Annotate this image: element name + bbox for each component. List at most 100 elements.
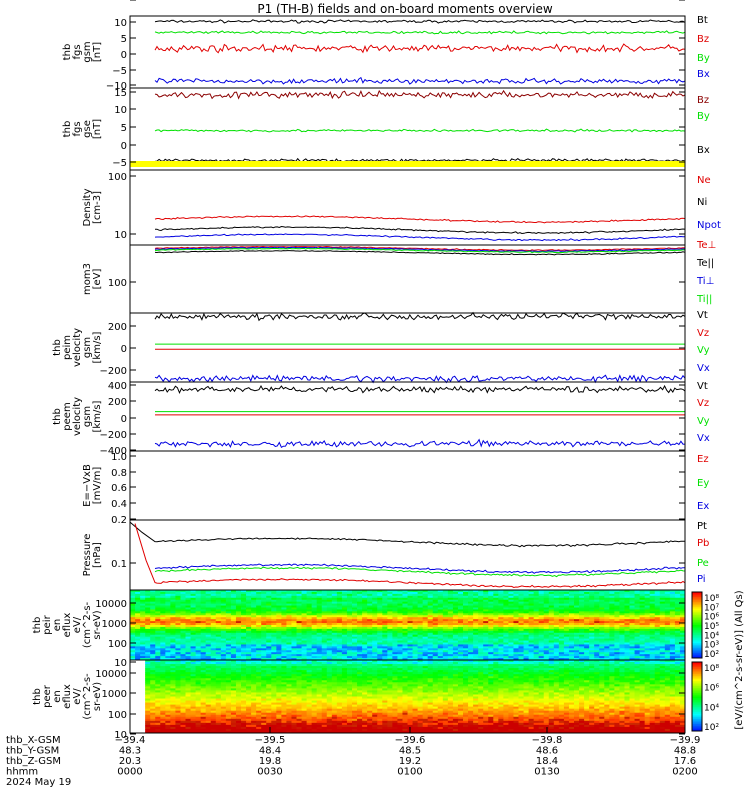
- spectrogram-cell: [563, 640, 570, 643]
- spectrogram-cell: [276, 634, 282, 638]
- spectrogram-cell: [574, 636, 580, 640]
- spectrogram-cell: [619, 672, 625, 675]
- spectrogram-cell: [639, 617, 646, 620]
- spectrogram-cell: [452, 623, 459, 626]
- spectrogram-cell: [483, 634, 489, 638]
- spectrogram-cell: [306, 615, 313, 618]
- spectrogram-cell: [457, 621, 464, 624]
- spectrogram-cell: [518, 595, 525, 599]
- spectrogram-cell: [417, 595, 424, 599]
- spectrogram-cell: [326, 605, 333, 608]
- spectrogram-cell: [659, 660, 666, 663]
- spectrogram-cell: [382, 636, 388, 640]
- spectrogram-cell: [589, 623, 595, 626]
- spectrogram-cell: [170, 607, 176, 610]
- spectrogram-cell: [447, 664, 454, 667]
- spectrogram-cell: [422, 603, 429, 607]
- spectrogram-cell: [256, 615, 262, 618]
- spectrogram-cell: [548, 603, 555, 607]
- spectrogram-cell: [165, 634, 171, 638]
- spectrogram-cell: [352, 674, 358, 677]
- spectrogram-cell: [140, 652, 146, 655]
- spectrogram-cell: [377, 662, 383, 665]
- spectrogram-cell: [599, 611, 605, 614]
- spectrogram-cell: [362, 658, 368, 661]
- spectrogram-cell: [316, 664, 323, 667]
- spectrogram-cell: [372, 664, 378, 667]
- spectrogram-cell: [205, 640, 212, 643]
- spectrogram-cell: [301, 591, 308, 595]
- spectrogram-cell: [215, 664, 222, 667]
- spectrogram-cell: [175, 603, 181, 607]
- spectrogram-cell: [235, 611, 242, 614]
- spectrogram-cell: [478, 664, 484, 667]
- spectrogram-cell: [311, 613, 318, 616]
- spectrogram-cell: [452, 630, 459, 634]
- spectrogram-cell: [205, 630, 212, 634]
- spectrogram-cell: [220, 656, 227, 659]
- spectrogram-cell: [669, 590, 676, 593]
- spectrogram-cell: [432, 666, 439, 669]
- spectrogram-cell: [251, 646, 257, 649]
- spectrogram-cell: [225, 623, 232, 626]
- spectrogram-cell: [669, 646, 676, 649]
- spectrogram-cell: [528, 597, 535, 601]
- spectrogram-cell: [130, 590, 136, 593]
- spectrogram-cell: [457, 672, 464, 675]
- spectrogram-cell: [130, 654, 136, 657]
- spectrogram-cell: [452, 664, 459, 667]
- spectrogram-cell: [432, 640, 439, 643]
- spectrogram-cell: [508, 599, 514, 603]
- spectrogram-cell: [261, 644, 267, 647]
- y-axis-label: gse: [82, 120, 93, 138]
- spectrogram-cell: [241, 623, 247, 626]
- spectrogram-cell: [599, 660, 605, 663]
- spectrogram-cell: [463, 611, 469, 614]
- spectrogram-cell: [266, 650, 272, 653]
- spectrogram-cell: [599, 664, 605, 667]
- spectrogram-cell: [150, 626, 156, 630]
- spectrogram-cell: [437, 650, 444, 653]
- spectrogram-cell: [352, 666, 358, 669]
- spectrogram-cell: [301, 607, 308, 610]
- spectrogram-cell: [346, 615, 353, 618]
- spectrogram-cell: [286, 648, 292, 651]
- spectrogram-cell: [301, 650, 308, 653]
- spectrogram-cell: [609, 593, 615, 597]
- spectrogram-cell: [442, 623, 449, 626]
- spectrogram-cell: [175, 666, 181, 669]
- spectrogram-cell: [442, 668, 449, 671]
- spectrogram-cell: [619, 595, 625, 599]
- spectrogram-cell: [599, 605, 605, 608]
- spectrogram-cell: [427, 597, 434, 601]
- spectrogram-cell: [331, 607, 338, 610]
- spectrogram-cell: [548, 636, 555, 640]
- spectrogram-cell: [493, 674, 499, 677]
- spectrogram-cell: [346, 625, 353, 628]
- spectrogram-cell: [427, 626, 434, 630]
- spectrogram-cell: [165, 632, 171, 636]
- spectrogram-cell: [397, 634, 403, 638]
- spectrogram-cell: [251, 591, 257, 595]
- spectrogram-cell: [170, 636, 176, 640]
- spectrogram-cell: [200, 597, 207, 601]
- spectrogram-cell: [155, 603, 161, 607]
- spectrogram-cell: [589, 652, 595, 655]
- spectrogram-cell: [457, 615, 464, 618]
- spectrogram-cell: [276, 601, 282, 605]
- spectrogram-cell: [528, 658, 535, 661]
- spectrogram-cell: [498, 654, 504, 657]
- spectrogram-cell: [185, 590, 192, 593]
- spectrogram-cell: [579, 658, 585, 661]
- spectrogram-cell: [579, 593, 585, 597]
- spectrogram-cell: [341, 642, 348, 645]
- spectrogram-cell: [599, 646, 605, 649]
- spectrogram-cell: [584, 634, 590, 638]
- spectrogram-cell: [679, 593, 686, 597]
- spectrogram-cell: [634, 617, 641, 620]
- spectrogram-cell: [241, 636, 247, 640]
- spectrogram-cell: [331, 623, 338, 626]
- spectrogram-cell: [437, 626, 444, 630]
- spectrogram-cell: [362, 662, 368, 665]
- spectrogram-cell: [659, 656, 666, 659]
